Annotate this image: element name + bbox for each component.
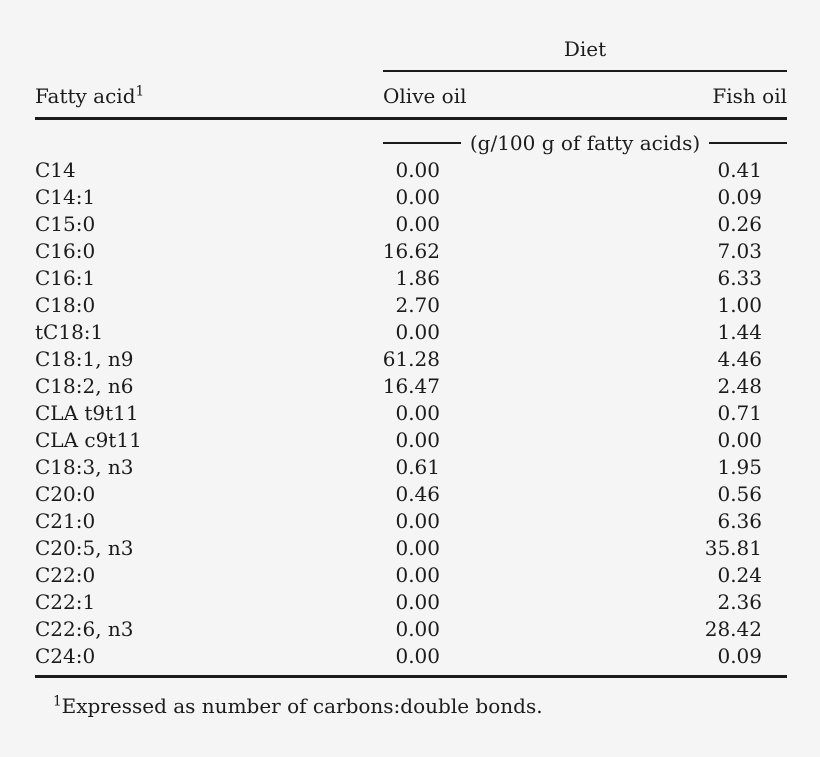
table-row: C18:3, n3 0.61 1.95 — [35, 454, 787, 481]
fish-oil-cell: 0.09 — [717, 185, 762, 209]
table-row: C20:5, n3 0.00 35.81 — [35, 535, 787, 562]
fatty-acid-cell: C18:3, n3 — [35, 455, 134, 479]
olive-oil-cell: 16.47 — [382, 374, 440, 398]
fish-oil-cell: 1.95 — [717, 455, 762, 479]
fish-oil-cell: 1.44 — [717, 320, 762, 344]
olive-oil-cell: 0.00 — [395, 185, 440, 209]
diet-spanner-rule — [383, 70, 787, 72]
fatty-acid-cell: C24:0 — [35, 644, 96, 668]
fish-oil-cell: 0.24 — [717, 563, 762, 587]
table-row: C14 0.00 0.41 — [35, 157, 787, 184]
fatty-acid-cell: C15:0 — [35, 212, 96, 236]
fish-oil-cell: 28.42 — [704, 617, 762, 641]
fatty-acid-cell: C22:6, n3 — [35, 617, 134, 641]
fish-oil-cell: 0.00 — [717, 428, 762, 452]
table-row: C22:0 0.00 0.24 — [35, 562, 787, 589]
table-row: CLA t9t11 0.00 0.71 — [35, 400, 787, 427]
fatty-acid-cell: CLA c9t11 — [35, 428, 142, 452]
table-row: C15:0 0.00 0.26 — [35, 211, 787, 238]
fish-oil-cell: 35.81 — [704, 536, 762, 560]
diet-spanner-heading: Diet — [563, 37, 607, 61]
fatty-acid-column-header: Fatty acid1 — [35, 83, 144, 109]
fatty-acid-cell: C14:1 — [35, 185, 96, 209]
units-label: (g/100 g of fatty acids) — [469, 131, 701, 155]
fatty-acid-cell: C20:5, n3 — [35, 536, 134, 560]
fish-oil-cell: 0.56 — [717, 482, 762, 506]
fish-oil-cell: 2.48 — [717, 374, 762, 398]
units-right-dash — [709, 142, 788, 144]
olive-oil-cell: 0.00 — [395, 617, 440, 641]
fatty-acid-cell: tC18:1 — [35, 320, 104, 344]
fish-oil-cell: 6.33 — [717, 266, 762, 290]
table-row: C18:2, n6 16.47 2.48 — [35, 373, 787, 400]
table-row: C18:0 2.70 1.00 — [35, 292, 787, 319]
fatty-acid-cell: C18:1, n9 — [35, 347, 134, 371]
olive-oil-cell: 2.70 — [395, 293, 440, 317]
olive-oil-cell: 0.00 — [395, 428, 440, 452]
fatty-acid-cell: C16:0 — [35, 239, 96, 263]
olive-oil-cell: 0.00 — [395, 212, 440, 236]
footnote-text: Expressed as number of carbons:double bo… — [61, 694, 543, 718]
olive-oil-cell: 0.00 — [395, 590, 440, 614]
table-row: C22:6, n3 0.00 28.42 — [35, 616, 787, 643]
fatty-acid-table: Diet Fatty acid1 Olive oil Fish oil (g/1… — [35, 0, 788, 757]
table-body: C14 0.00 0.41 C14:1 0.00 0.09 C15:0 0.00 0.26 … — [35, 157, 787, 670]
fatty-acid-cell: C16:1 — [35, 266, 96, 290]
olive-oil-cell: 0.00 — [395, 401, 440, 425]
fatty-acid-cell: C22:1 — [35, 590, 96, 614]
fatty-acid-cell: C21:0 — [35, 509, 96, 533]
fish-oil-cell: 0.09 — [717, 644, 762, 668]
olive-oil-cell: 1.86 — [395, 266, 440, 290]
table-row: C22:1 0.00 2.36 — [35, 589, 787, 616]
table-row: C24:0 0.00 0.09 — [35, 643, 787, 670]
fish-oil-cell: 6.36 — [717, 509, 762, 533]
fatty-acid-cell: C18:0 — [35, 293, 96, 317]
table-footnote: 1Expressed as number of carbons:double b… — [35, 693, 805, 719]
fatty-acid-cell: C14 — [35, 158, 76, 182]
fish-oil-column-header: Fish oil — [712, 84, 787, 108]
units-row: (g/100 g of fatty acids) — [383, 130, 788, 156]
table-row: C16:1 1.86 6.33 — [35, 265, 787, 292]
table-row: CLA c9t11 0.00 0.00 — [35, 427, 787, 454]
olive-oil-cell: 61.28 — [382, 347, 440, 371]
olive-oil-cell: 0.00 — [395, 320, 440, 344]
table-row: tC18:1 0.00 1.44 — [35, 319, 787, 346]
footnote-marker: 1 — [53, 693, 62, 710]
fish-oil-cell: 0.71 — [717, 401, 762, 425]
table-row: C14:1 0.00 0.09 — [35, 184, 787, 211]
olive-oil-cell: 0.46 — [395, 482, 440, 506]
fish-oil-cell: 0.26 — [717, 212, 762, 236]
olive-oil-cell: 0.00 — [395, 644, 440, 668]
olive-oil-cell: 16.62 — [382, 239, 440, 263]
fish-oil-cell: 4.46 — [717, 347, 762, 371]
olive-oil-cell: 0.00 — [395, 563, 440, 587]
fish-oil-cell: 7.03 — [717, 239, 762, 263]
olive-oil-cell: 0.61 — [395, 455, 440, 479]
fish-oil-cell: 1.00 — [717, 293, 762, 317]
table-row: C18:1, n9 61.28 4.46 — [35, 346, 787, 373]
fatty-acid-header-text: Fatty acid — [35, 84, 136, 108]
table-row: C20:0 0.46 0.56 — [35, 481, 787, 508]
fish-oil-cell: 2.36 — [717, 590, 762, 614]
fatty-acid-cell: C22:0 — [35, 563, 96, 587]
table-row: C21:0 0.00 6.36 — [35, 508, 787, 535]
table-bottom-rule — [35, 675, 787, 678]
fatty-acid-cell: C18:2, n6 — [35, 374, 134, 398]
column-header-row: Fatty acid1 Olive oil Fish oil — [35, 83, 787, 109]
olive-oil-cell: 0.00 — [395, 509, 440, 533]
olive-oil-cell: 0.00 — [395, 158, 440, 182]
table-row: C16:0 16.62 7.03 — [35, 238, 787, 265]
fatty-acid-footnote-marker: 1 — [135, 83, 145, 100]
fatty-acid-cell: C20:0 — [35, 482, 96, 506]
fish-oil-cell: 0.41 — [717, 158, 762, 182]
fatty-acid-cell: CLA t9t11 — [35, 401, 139, 425]
header-bottom-rule — [35, 117, 787, 120]
olive-oil-column-header: Olive oil — [383, 84, 467, 108]
units-left-dash — [383, 142, 461, 144]
olive-oil-cell: 0.00 — [395, 536, 440, 560]
